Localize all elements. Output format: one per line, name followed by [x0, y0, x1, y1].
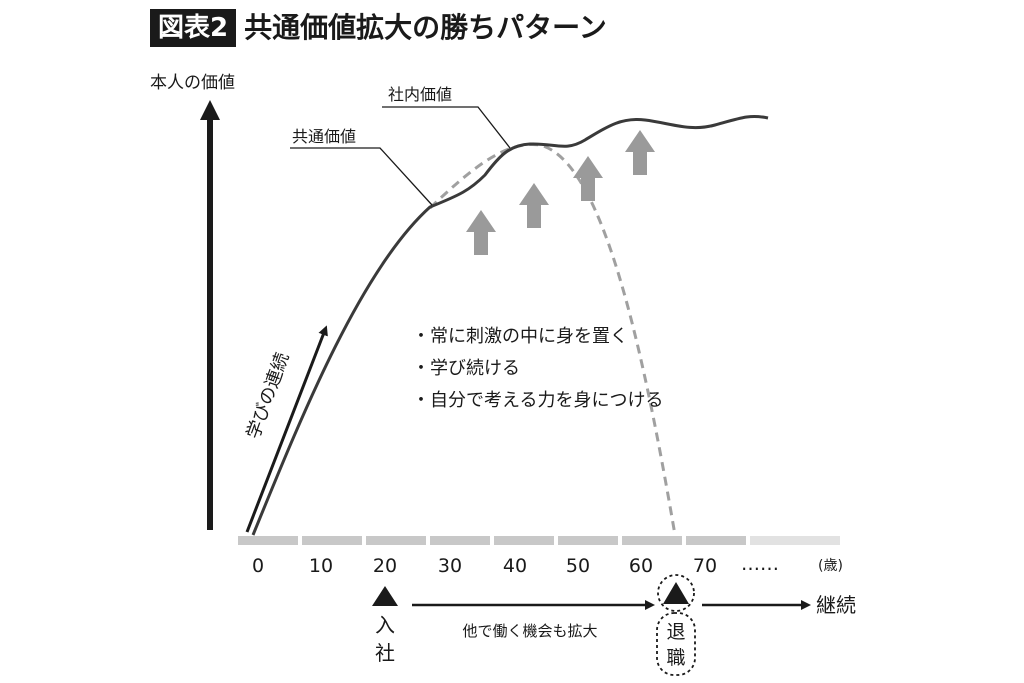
- up-arrow-icon: [466, 210, 496, 255]
- up-arrow-icon: [519, 183, 549, 228]
- key-point-1: ・常に刺激の中に身を置く: [412, 326, 628, 347]
- x-tick-30: 30: [438, 555, 462, 577]
- internal-value-label: 社内価値: [388, 85, 452, 104]
- retire-label-line2: 職: [666, 647, 685, 669]
- internal-value-leader: [382, 106, 511, 149]
- figure-header: 図表2 共通価値拡大の勝ちパターン: [150, 8, 607, 48]
- up-arrow-icon: [625, 130, 655, 175]
- x-axis: [238, 536, 840, 545]
- key-points: ・常に刺激の中に身を置く ・学び続ける ・自分で考える力を身につける: [412, 326, 663, 411]
- y-axis-label: 本人の価値: [150, 73, 235, 93]
- up-arrow-icon: [573, 156, 603, 201]
- x-tick-70: 70: [693, 555, 717, 577]
- join-label-line2: 社: [375, 641, 395, 665]
- key-point-3: ・自分で考える力を身につける: [412, 390, 663, 411]
- growth-arrows: [466, 130, 655, 255]
- retire-label-line1: 退: [666, 621, 685, 643]
- continue-label: 継続: [816, 593, 856, 617]
- x-tick-labels: 0 10 20 30 40 50 60 70 ……: [252, 553, 779, 577]
- join-marker-icon: [372, 586, 398, 606]
- x-tick-40: 40: [503, 555, 527, 577]
- x-axis-unit: (歳): [818, 558, 843, 574]
- retire-label-box: [656, 612, 696, 676]
- x-tick-60: 60: [629, 555, 653, 577]
- retire-marker-icon: [663, 582, 689, 604]
- join-label-line1: 入: [375, 613, 395, 637]
- x-tick-20: 20: [373, 555, 397, 577]
- internal-value-curve: [428, 142, 677, 536]
- figure-title: 共通価値拡大の勝ちパターン: [244, 11, 607, 44]
- x-tick-50: 50: [566, 555, 590, 577]
- shared-value-curve: [251, 114, 769, 536]
- x-tick-10: 10: [309, 555, 333, 577]
- retire-marker-ring: [657, 574, 695, 612]
- x-tick-0: 0: [252, 555, 264, 577]
- shared-value-leader: [290, 147, 433, 206]
- learning-arrow: [245, 325, 328, 533]
- shared-value-label: 共通価値: [292, 127, 356, 146]
- y-axis: [200, 100, 220, 530]
- x-tick-ellipsis: ……: [741, 553, 779, 575]
- key-point-2: ・学び続ける: [412, 358, 520, 379]
- figure-badge: 図表2: [150, 9, 237, 47]
- timeline-middle-label: 他で働く機会も拡大: [462, 622, 597, 640]
